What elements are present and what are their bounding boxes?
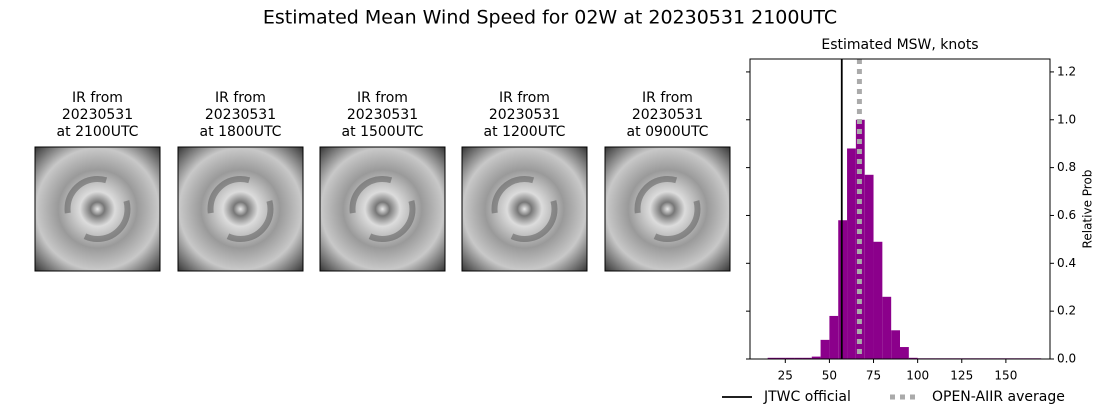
panel-title: at 1800UTC xyxy=(200,124,282,140)
bar xyxy=(767,357,777,359)
panel-title: 20230531 xyxy=(489,107,560,123)
bar xyxy=(900,347,909,359)
x-tick-label: 150 xyxy=(994,369,1017,383)
panel-title: 20230531 xyxy=(205,107,276,123)
bar xyxy=(785,357,795,359)
bar xyxy=(811,356,821,359)
ir-image xyxy=(461,146,588,272)
legend-label: JTWC official xyxy=(763,389,851,405)
x-tick-label: 125 xyxy=(950,369,973,383)
y-tick-label: 0.0 xyxy=(1057,352,1076,366)
ir-image xyxy=(177,146,304,272)
panel-title: at 1500UTC xyxy=(342,124,424,140)
ir-image xyxy=(604,146,731,272)
panel-title: 20230531 xyxy=(632,107,703,123)
y-axis-label: Relative Prob xyxy=(1081,170,1095,249)
bar xyxy=(802,357,812,359)
bar xyxy=(829,315,839,359)
figure-title: Estimated Mean Wind Speed for 02W at 202… xyxy=(263,7,837,29)
panel-title: at 2100UTC xyxy=(57,124,139,140)
bar xyxy=(891,330,900,359)
panel-title: IR from xyxy=(642,90,693,106)
ir-spiral xyxy=(207,176,274,242)
y-tick-label: 0.6 xyxy=(1057,208,1076,222)
x-tick-label: 50 xyxy=(822,369,837,383)
panel-title: at 0900UTC xyxy=(627,124,709,140)
ir-spiral xyxy=(349,176,416,242)
y-tick-label: 0.2 xyxy=(1057,304,1076,318)
ir-image xyxy=(319,146,446,272)
plot-frame xyxy=(749,58,1051,360)
panel-title: 20230531 xyxy=(62,107,133,123)
x-tick-label: 75 xyxy=(866,369,881,383)
x-tick-label: 100 xyxy=(906,369,929,383)
legend-label: OPEN-AIIR average xyxy=(932,389,1065,405)
ir-spiral xyxy=(491,176,558,242)
bar xyxy=(820,339,830,359)
bar xyxy=(794,357,803,359)
y-tick-label: 0.8 xyxy=(1057,160,1076,174)
y-tick-label: 0.4 xyxy=(1057,256,1076,270)
ir-spiral xyxy=(634,176,701,242)
panel-title: 20230531 xyxy=(347,107,418,123)
bar xyxy=(864,174,874,359)
chart-title: Estimated MSW, knots xyxy=(821,37,978,53)
bar xyxy=(908,357,918,359)
x-tick-label: 25 xyxy=(778,369,793,383)
panel-title: IR from xyxy=(357,90,408,106)
y-tick-label: 1.2 xyxy=(1057,64,1076,78)
ir-image xyxy=(34,146,161,272)
panel-title: at 1200UTC xyxy=(484,124,566,140)
panel-title: IR from xyxy=(215,90,266,106)
bar xyxy=(873,241,883,359)
y-tick-label: 1.0 xyxy=(1057,112,1076,126)
bar xyxy=(882,296,892,359)
bar xyxy=(776,357,786,359)
panel-title: IR from xyxy=(72,90,123,106)
bar xyxy=(847,148,856,359)
panel-title: IR from xyxy=(499,90,550,106)
ir-spiral xyxy=(64,176,131,242)
